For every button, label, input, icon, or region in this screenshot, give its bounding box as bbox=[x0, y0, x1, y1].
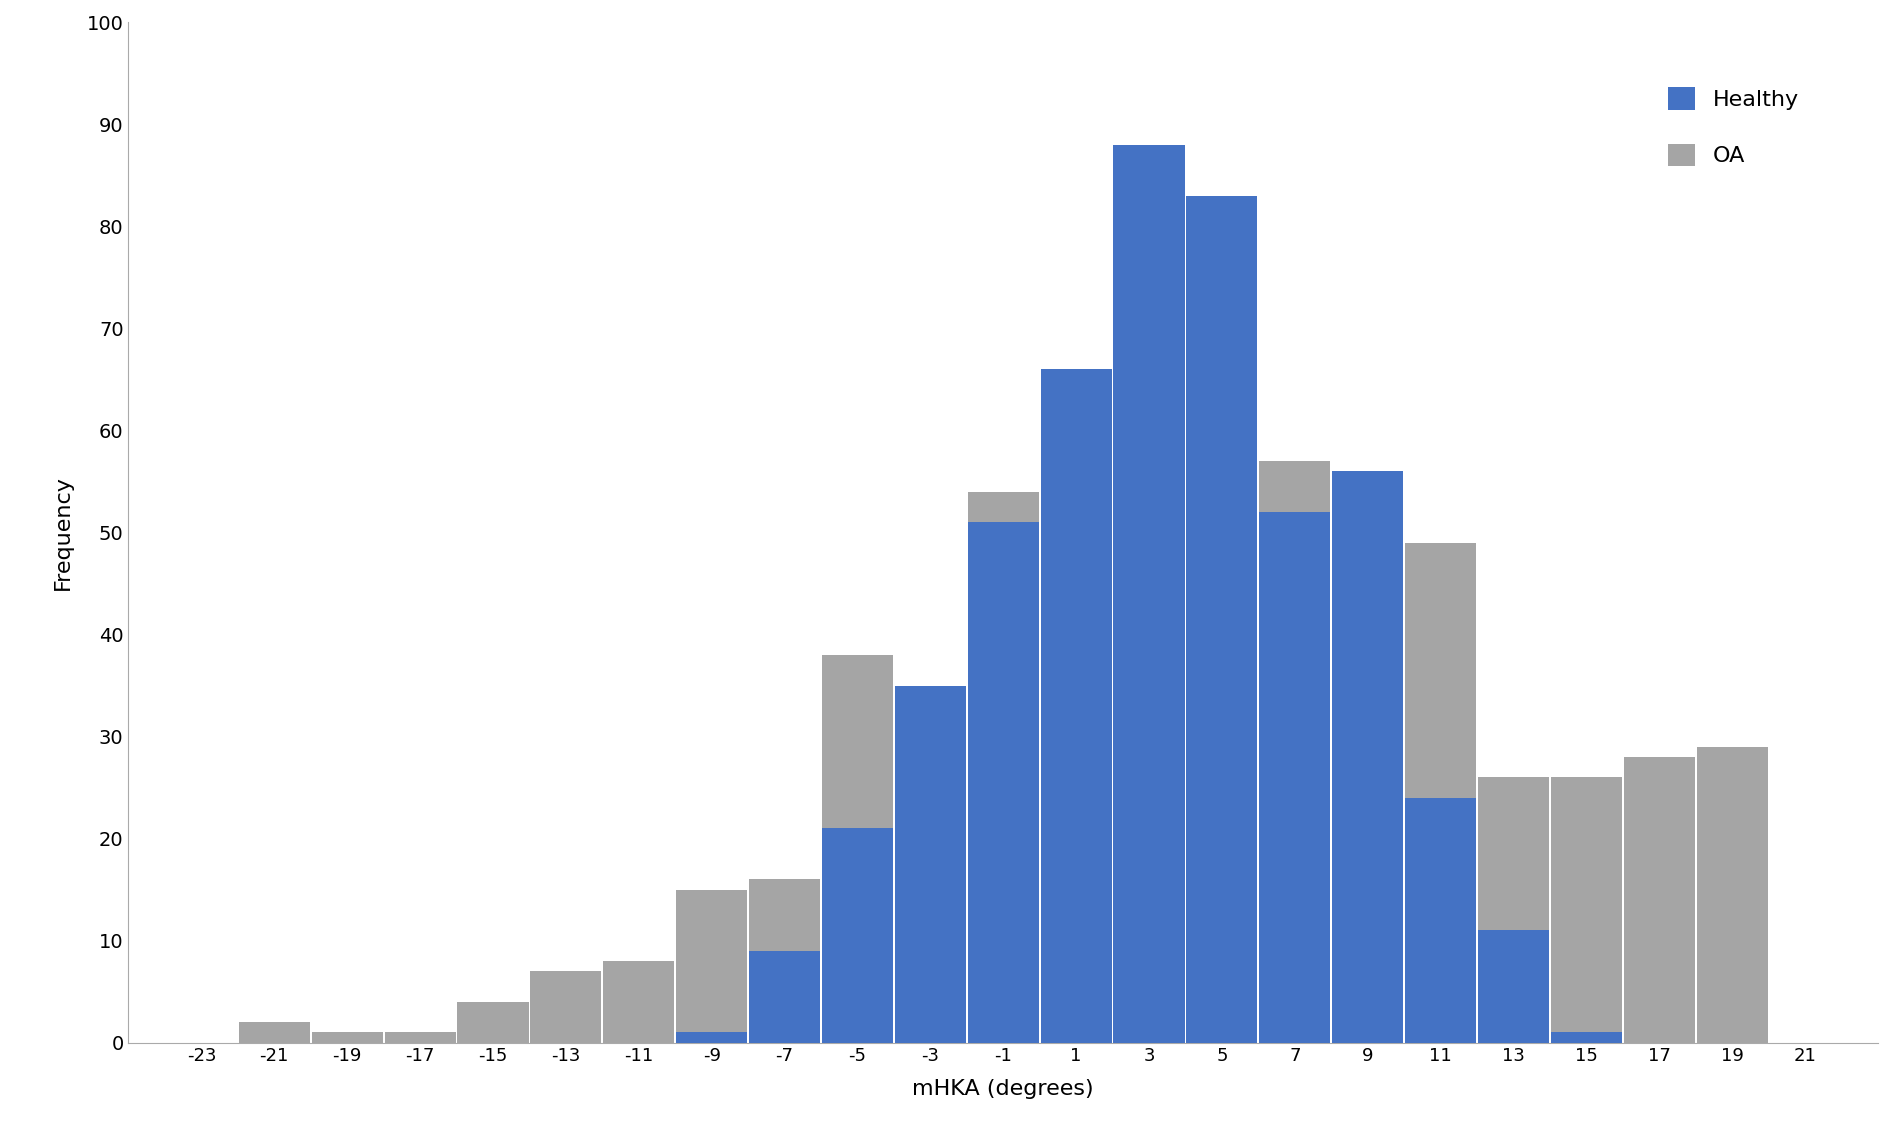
Bar bbox=[1187, 196, 1257, 1043]
Bar bbox=[1550, 1032, 1622, 1043]
Bar bbox=[1187, 472, 1257, 1043]
Bar bbox=[1478, 930, 1548, 1043]
Bar bbox=[822, 655, 893, 1043]
Bar bbox=[1696, 747, 1768, 1043]
Bar bbox=[1259, 512, 1331, 1043]
Bar bbox=[822, 829, 893, 1043]
Bar bbox=[1478, 778, 1548, 1043]
Bar bbox=[604, 961, 674, 1043]
Bar bbox=[1041, 532, 1111, 1043]
Bar bbox=[239, 1022, 310, 1043]
Bar bbox=[1405, 542, 1477, 1043]
Bar bbox=[1405, 798, 1477, 1043]
Bar bbox=[967, 491, 1039, 1043]
Bar bbox=[676, 1032, 748, 1043]
Bar bbox=[384, 1032, 456, 1043]
Bar bbox=[750, 879, 820, 1043]
Bar bbox=[1333, 472, 1403, 1043]
Bar bbox=[895, 686, 965, 1043]
X-axis label: mHKA (degrees): mHKA (degrees) bbox=[912, 1079, 1094, 1099]
Bar bbox=[530, 971, 602, 1043]
Bar bbox=[967, 522, 1039, 1043]
Bar bbox=[750, 951, 820, 1043]
Bar bbox=[1259, 462, 1331, 1043]
Legend: Healthy, OA: Healthy, OA bbox=[1636, 55, 1832, 200]
Bar bbox=[895, 737, 965, 1043]
Bar bbox=[1113, 532, 1185, 1043]
Bar bbox=[676, 889, 748, 1043]
Y-axis label: Frequency: Frequency bbox=[53, 475, 72, 590]
Bar bbox=[1041, 370, 1111, 1043]
Bar bbox=[1624, 757, 1694, 1043]
Bar bbox=[1113, 144, 1185, 1043]
Bar bbox=[458, 1002, 528, 1043]
Bar bbox=[312, 1032, 382, 1043]
Bar bbox=[1550, 778, 1622, 1043]
Bar bbox=[1333, 634, 1403, 1043]
